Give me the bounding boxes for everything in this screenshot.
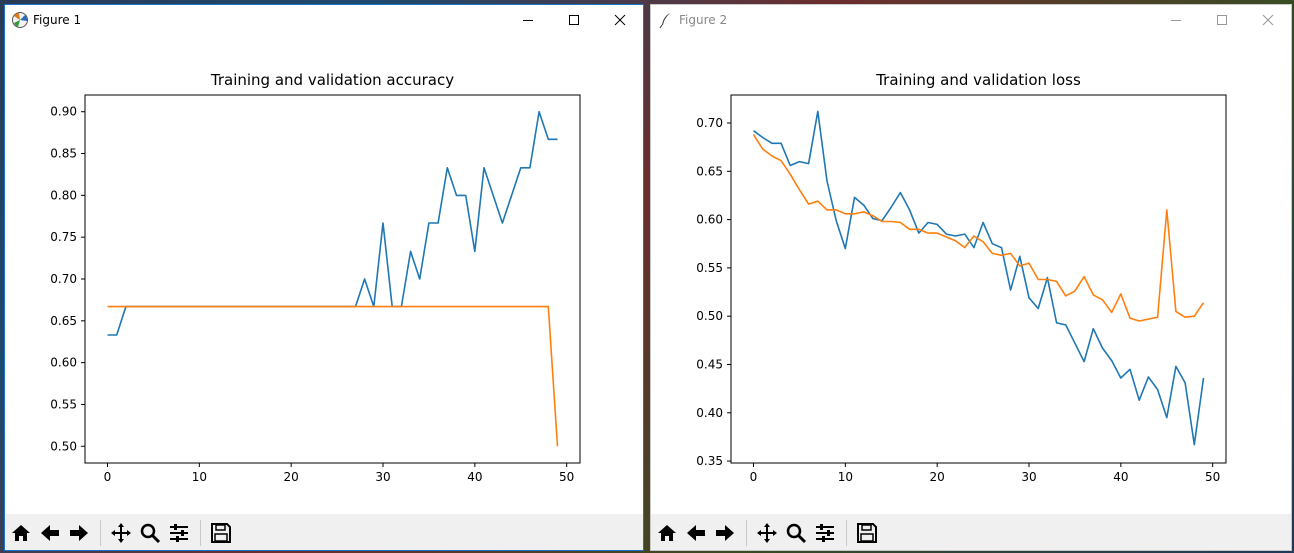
x-tick-label: 30 — [375, 470, 390, 484]
pan-button[interactable] — [107, 520, 135, 546]
close-icon — [1262, 14, 1274, 26]
x-tick-label: 50 — [559, 470, 574, 484]
forward-arrow-icon — [68, 522, 90, 544]
back-arrow-button[interactable] — [36, 520, 64, 546]
save-button[interactable] — [207, 520, 235, 546]
back-arrow-icon — [39, 522, 61, 544]
save-button[interactable] — [853, 520, 881, 546]
x-tick-label: 10 — [192, 470, 207, 484]
accuracy-chart: Training and validation accuracy 0 10 20 30 4… — [50, 71, 581, 484]
minimize-button[interactable] — [1153, 5, 1199, 35]
minimize-icon — [1171, 20, 1181, 21]
back-arrow-button[interactable] — [682, 520, 710, 546]
y-tick-label: 0.45 — [696, 357, 723, 371]
navigation-toolbar — [651, 514, 1291, 550]
toolbar-separator — [100, 520, 101, 546]
y-tick-label: 0.40 — [696, 406, 723, 420]
x-tick-label: 40 — [467, 470, 482, 484]
minimize-button[interactable] — [505, 5, 551, 35]
y-tick-label: 0.70 — [50, 272, 77, 286]
y-tick-label: 0.55 — [696, 261, 723, 275]
axes-frame — [84, 94, 581, 464]
axes-frame — [730, 94, 1227, 464]
forward-arrow-button[interactable] — [711, 520, 739, 546]
zoom-icon — [785, 522, 807, 544]
configure-subplots-button[interactable] — [165, 520, 193, 546]
maximize-icon — [569, 15, 579, 25]
y-tick-label: 0.60 — [50, 356, 77, 370]
chart-title: Training and validation accuracy — [210, 71, 454, 89]
figure-2-window: Figure 2 Training and validation loss 0 10… — [650, 4, 1292, 551]
forward-arrow-icon — [714, 522, 736, 544]
figure-1-window: Figure 1 Training and validation accurac… — [4, 4, 644, 551]
x-tick-label: 10 — [838, 470, 853, 484]
zoom-icon — [139, 522, 161, 544]
y-tick-label: 0.80 — [50, 188, 77, 202]
configure-subplots-icon — [168, 522, 190, 544]
save-icon — [210, 522, 232, 544]
window-title: Figure 1 — [33, 13, 82, 27]
maximize-button[interactable] — [1199, 5, 1245, 35]
forward-arrow-button[interactable] — [65, 520, 93, 546]
maximize-button[interactable] — [551, 5, 597, 35]
loss-chart: Training and validation loss 0 10 20 30 40 50 0… — [696, 71, 1227, 484]
close-button[interactable] — [1245, 5, 1291, 35]
toolbar-separator — [200, 520, 201, 546]
home-button[interactable] — [7, 520, 35, 546]
zoom-button[interactable] — [782, 520, 810, 546]
y-tick-label: 0.85 — [50, 147, 77, 161]
x-tick-label: 0 — [104, 470, 112, 484]
y-tick-label: 0.70 — [696, 116, 723, 130]
maximize-icon — [1217, 15, 1227, 25]
home-icon — [656, 522, 678, 544]
y-tick-label: 0.50 — [50, 439, 77, 453]
close-button[interactable] — [597, 5, 643, 35]
configure-subplots-button[interactable] — [811, 520, 839, 546]
home-icon — [10, 522, 32, 544]
feather-icon — [659, 13, 670, 29]
y-tick-label: 0.35 — [696, 454, 723, 468]
navigation-toolbar — [5, 514, 643, 550]
y-tick-label: 0.50 — [696, 309, 723, 323]
training-series-line — [753, 110, 1205, 446]
pan-icon — [756, 522, 778, 544]
title-bar[interactable]: Figure 1 — [5, 5, 643, 35]
y-tick-label: 0.75 — [50, 230, 77, 244]
close-icon — [614, 14, 626, 26]
toolbar-separator — [746, 520, 747, 546]
home-button[interactable] — [653, 520, 681, 546]
window-title: Figure 2 — [679, 13, 728, 27]
y-tick-label: 0.60 — [696, 213, 723, 227]
x-tick-label: 40 — [1113, 470, 1128, 484]
zoom-button[interactable] — [136, 520, 164, 546]
x-tick-label: 30 — [1021, 470, 1036, 484]
y-tick-label: 0.55 — [50, 397, 77, 411]
x-tick-label: 20 — [930, 470, 945, 484]
chart-title: Training and validation loss — [875, 71, 1081, 89]
validation-series-line — [107, 305, 559, 447]
title-bar[interactable]: Figure 2 — [651, 5, 1291, 35]
y-tick-label: 0.65 — [50, 314, 77, 328]
save-icon — [856, 522, 878, 544]
x-tick-label: 50 — [1205, 470, 1220, 484]
y-tick-label: 0.65 — [696, 164, 723, 178]
minimize-icon — [523, 20, 533, 21]
pan-button[interactable] — [753, 520, 781, 546]
validation-series-line — [752, 134, 1205, 322]
pan-icon — [110, 522, 132, 544]
x-tick-label: 20 — [284, 470, 299, 484]
x-tick-label: 0 — [750, 470, 758, 484]
back-arrow-icon — [685, 522, 707, 544]
matplotlib-icon — [12, 12, 28, 28]
y-tick-label: 0.90 — [50, 105, 77, 119]
toolbar-separator — [846, 520, 847, 546]
configure-subplots-icon — [814, 522, 836, 544]
